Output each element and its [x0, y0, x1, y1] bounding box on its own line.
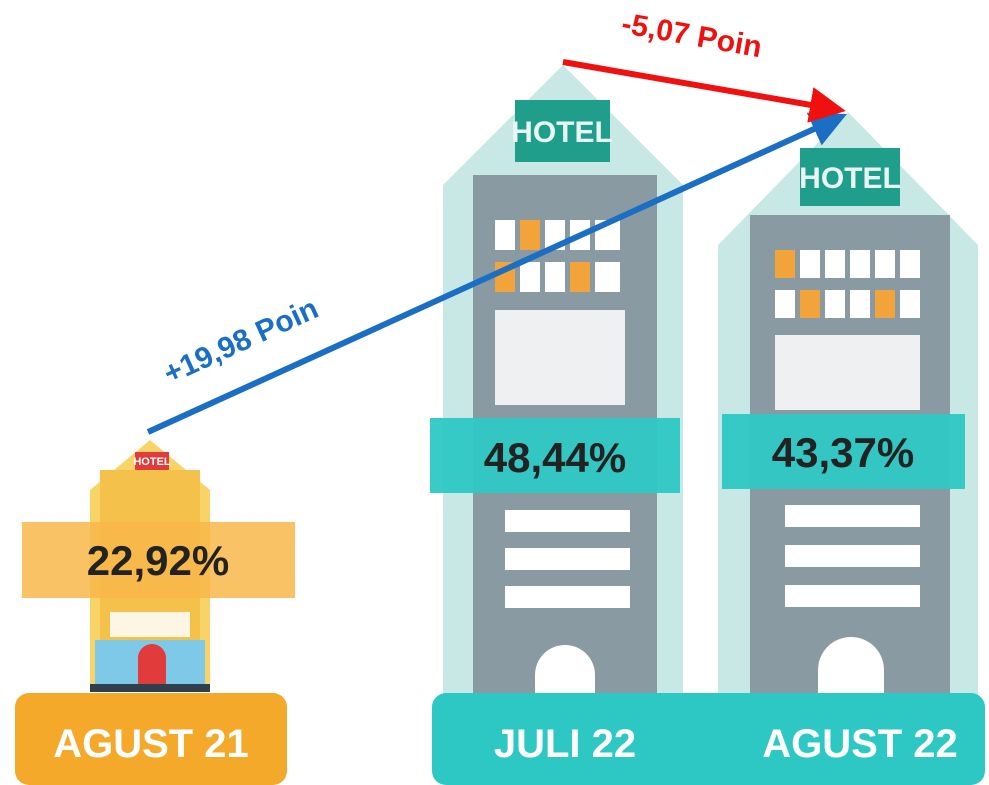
hotel-building: HOTEL	[718, 112, 978, 700]
value-label: 22,92%	[87, 537, 229, 584]
period-label: AGUST 22	[762, 722, 958, 766]
hotel-sign: HOTEL	[799, 162, 901, 195]
hotel-sign: HOTEL	[511, 116, 613, 149]
value-label: 48,44%	[484, 434, 626, 481]
period-label: AGUST 21	[53, 722, 249, 766]
change-label: -5,07 Poin	[619, 7, 764, 64]
period-label: JULI 22	[494, 722, 636, 766]
value-label: 43,37%	[772, 429, 914, 476]
hotel-sign: HOTEL	[133, 456, 171, 468]
change-label: +19,98 Poin	[159, 292, 324, 391]
hotel-building: HOTEL	[443, 65, 683, 700]
infographic: HOTEL HOTEL HOTEL 22,92% 48,44% 43,37% A…	[0, 0, 989, 785]
